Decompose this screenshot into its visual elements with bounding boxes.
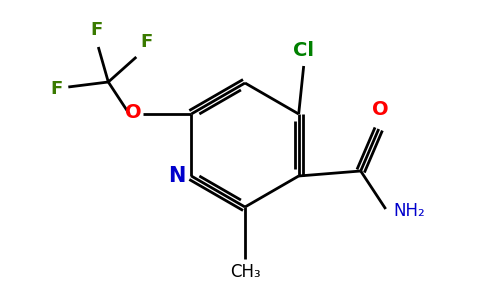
Text: F: F xyxy=(90,21,103,39)
Text: F: F xyxy=(140,33,152,51)
Text: O: O xyxy=(125,103,141,122)
Text: CH₃: CH₃ xyxy=(230,263,260,281)
Text: O: O xyxy=(372,100,389,119)
Text: NH₂: NH₂ xyxy=(393,202,425,220)
Text: Cl: Cl xyxy=(293,41,314,60)
Text: F: F xyxy=(50,80,62,98)
Text: N: N xyxy=(168,166,185,186)
